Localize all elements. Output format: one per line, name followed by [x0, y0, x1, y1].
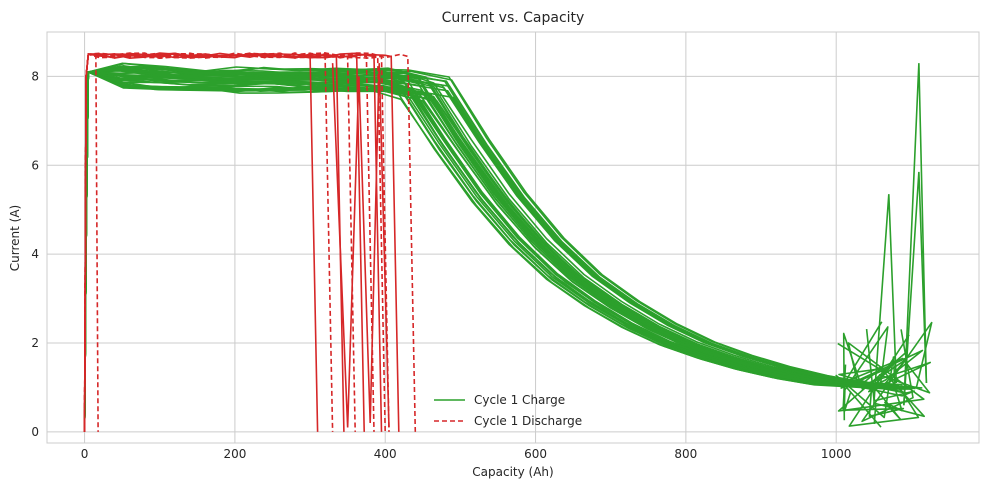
- legend-label-charge: Cycle 1 Charge: [474, 393, 565, 407]
- x-tick-label: 1000: [821, 447, 852, 461]
- charge-spike: [903, 63, 928, 406]
- discharge-line: [83, 52, 319, 432]
- charge-line: [83, 71, 863, 432]
- y-axis-title: Current (A): [8, 205, 22, 271]
- x-axis-title: Capacity (Ah): [472, 465, 553, 479]
- discharge-line: [83, 52, 417, 432]
- charge-line: [83, 71, 910, 432]
- discharge-early-drop: [95, 54, 99, 432]
- charge-spike: [872, 194, 898, 406]
- series-lines: [83, 52, 933, 432]
- charge-line: [83, 62, 863, 432]
- y-tick-label: 2: [31, 336, 39, 350]
- x-tick-label: 0: [81, 447, 89, 461]
- charge-line: [83, 71, 857, 432]
- discharge-oscillation: [331, 63, 390, 428]
- chart-title: Current vs. Capacity: [442, 10, 585, 26]
- y-tick-label: 8: [31, 69, 39, 83]
- charge-spike: [903, 171, 928, 406]
- tick-labels: 0 200 400 600 800 1000 0 2 4 6 8: [31, 69, 851, 461]
- x-tick-label: 200: [223, 447, 246, 461]
- charge-line: [83, 67, 898, 432]
- legend-label-discharge: Cycle 1 Discharge: [474, 414, 582, 428]
- discharge-line: [83, 52, 386, 432]
- x-tick-label: 400: [374, 447, 397, 461]
- x-tick-label: 600: [524, 447, 547, 461]
- legend: Cycle 1 Charge Cycle 1 Discharge: [434, 393, 582, 428]
- y-tick-label: 0: [31, 425, 39, 439]
- x-tick-label: 800: [674, 447, 697, 461]
- charge-line: [83, 68, 933, 432]
- y-tick-label: 4: [31, 247, 39, 261]
- charge-line: [83, 71, 867, 432]
- y-tick-label: 6: [31, 158, 39, 172]
